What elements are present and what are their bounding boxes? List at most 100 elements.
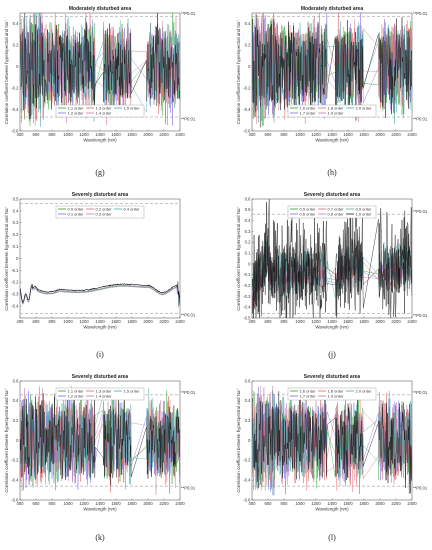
plot-area bbox=[252, 199, 412, 318]
x-tick-label: 2000 bbox=[375, 501, 385, 506]
x-tick-label: 1400 bbox=[95, 501, 105, 506]
legend-label: 2.0 order bbox=[356, 105, 373, 110]
y-tick-label: 0 bbox=[248, 261, 251, 266]
x-tick-label: 1600 bbox=[111, 501, 121, 506]
legend-label: 1.6 order bbox=[300, 388, 317, 393]
series-line bbox=[20, 392, 180, 486]
significance-label: **P0.01 bbox=[413, 209, 428, 214]
legend-label: 1.2 order bbox=[68, 393, 85, 398]
x-tick-label: 1600 bbox=[343, 501, 353, 506]
panel-letter: (j) bbox=[328, 350, 336, 359]
y-tick-label: -0.3 bbox=[243, 294, 251, 299]
series-line bbox=[252, 387, 412, 494]
legend-label: 1.7 order bbox=[300, 393, 317, 398]
x-tick-label: 400 bbox=[17, 132, 25, 137]
y-tick-label: -0.2 bbox=[243, 85, 251, 90]
x-tick-label: 2200 bbox=[391, 501, 401, 506]
x-tick-label: 1800 bbox=[127, 319, 137, 324]
x-tick-label: 2400 bbox=[407, 132, 417, 137]
y-tick-label: 0.2 bbox=[245, 240, 251, 245]
chart-title: Severely disturbed area bbox=[304, 192, 361, 198]
x-tick-label: 1200 bbox=[79, 132, 89, 137]
x-tick-label: 400 bbox=[249, 132, 257, 137]
legend-label: 1.9 order bbox=[328, 110, 345, 115]
significance-label: **P0.01 bbox=[413, 11, 428, 16]
legend-label: 1.5 order bbox=[124, 105, 141, 110]
chart-title: Severely disturbed area bbox=[304, 374, 361, 380]
y-tick-label: 0.4 bbox=[13, 398, 19, 403]
x-tick-label: 2400 bbox=[175, 132, 185, 137]
plot-area bbox=[252, 13, 412, 128]
plot-area bbox=[20, 281, 180, 307]
chart-title: Severely disturbed area bbox=[72, 374, 129, 380]
significance-label: **P0.01 bbox=[181, 486, 196, 491]
significance-label: **P0.01 bbox=[413, 313, 428, 318]
y-tick-label: 0.4 bbox=[245, 218, 251, 223]
x-tick-label: 1000 bbox=[295, 132, 305, 137]
legend-label: 1.1 order bbox=[68, 105, 85, 110]
legend-label: 1.3 order bbox=[96, 105, 113, 110]
legend-label: 1.8 order bbox=[328, 388, 345, 393]
y-tick-label: -0.2 bbox=[11, 458, 19, 463]
y-tick-label: 0.2 bbox=[13, 418, 19, 423]
x-tick-label: 1200 bbox=[79, 501, 89, 506]
y-tick-label: 0.5 bbox=[245, 207, 251, 212]
y-axis-label: Correlation coefficent between hyperspec… bbox=[236, 206, 241, 311]
y-tick-label: 0.3 bbox=[245, 229, 251, 234]
y-tick-label: 0.6 bbox=[245, 196, 251, 201]
x-axis-label: Wavelength (nm) bbox=[83, 507, 117, 512]
y-tick-label: 0.4 bbox=[13, 21, 19, 26]
panel-letter: (i) bbox=[96, 350, 104, 359]
y-tick-label: -0.2 bbox=[243, 283, 251, 288]
x-tick-label: 2200 bbox=[391, 132, 401, 137]
y-tick-label: -0.6 bbox=[11, 497, 19, 502]
x-tick-label: 1400 bbox=[327, 132, 337, 137]
x-axis-label: Wavelength (nm) bbox=[83, 325, 117, 330]
x-tick-label: 2400 bbox=[175, 501, 185, 506]
x-tick-label: 800 bbox=[281, 132, 289, 137]
x-tick-label: 800 bbox=[281, 319, 289, 324]
chart-panel-2: Moderately disturbed area 400 600 800 1000 12… bbox=[236, 6, 428, 177]
y-tick-label: 0 bbox=[248, 64, 251, 69]
legend-label: 0.5 order bbox=[300, 206, 317, 211]
legend-label: 1.8 order bbox=[328, 105, 345, 110]
x-tick-label: 400 bbox=[17, 319, 25, 324]
legend-label: 1.3 order bbox=[96, 388, 113, 393]
y-tick-label: 0.1 bbox=[245, 250, 251, 255]
legend-label: 0.4 order bbox=[124, 206, 141, 211]
x-tick-label: 2400 bbox=[407, 501, 417, 506]
x-tick-label: 2000 bbox=[375, 132, 385, 137]
x-tick-label: 2400 bbox=[175, 319, 185, 324]
series-line bbox=[20, 13, 180, 120]
series-line bbox=[20, 281, 180, 305]
legend-label: 1.1 order bbox=[68, 388, 85, 393]
legend-label: 0.9 order bbox=[356, 206, 373, 211]
x-tick-label: 800 bbox=[49, 501, 57, 506]
y-tick-label: -0.4 bbox=[11, 478, 19, 483]
x-axis-label: Wavelength (nm) bbox=[315, 325, 349, 330]
x-tick-label: 2200 bbox=[159, 501, 169, 506]
x-tick-label: 1800 bbox=[359, 501, 369, 506]
series-line bbox=[252, 199, 412, 318]
x-tick-label: 2200 bbox=[159, 132, 169, 137]
y-tick-label: -0.6 bbox=[11, 128, 19, 133]
chart-title: Moderately disturbed area bbox=[69, 6, 131, 12]
y-tick-label: 0.4 bbox=[245, 398, 251, 403]
legend-label: 2.0 order bbox=[356, 388, 373, 393]
x-tick-label: 600 bbox=[265, 501, 273, 506]
x-tick-label: 1000 bbox=[63, 501, 73, 506]
y-tick-label: -0.4 bbox=[11, 304, 19, 309]
legend-label: 1.7 order bbox=[300, 110, 317, 115]
series-line bbox=[20, 283, 180, 307]
x-tick-label: 1600 bbox=[343, 319, 353, 324]
x-tick-label: 400 bbox=[249, 319, 257, 324]
significance-label: **P0.01 bbox=[181, 117, 196, 122]
y-axis-label: Correlation coefficent between hyperspec… bbox=[236, 20, 241, 125]
x-tick-label: 1600 bbox=[111, 319, 121, 324]
significance-label: **P0.01 bbox=[181, 390, 196, 395]
panel-letter: (g) bbox=[95, 168, 105, 177]
legend-label: 1.4 order bbox=[96, 393, 113, 398]
chart-panel-6: Severely disturbed area 400 600 800 1000 1200… bbox=[236, 374, 428, 542]
